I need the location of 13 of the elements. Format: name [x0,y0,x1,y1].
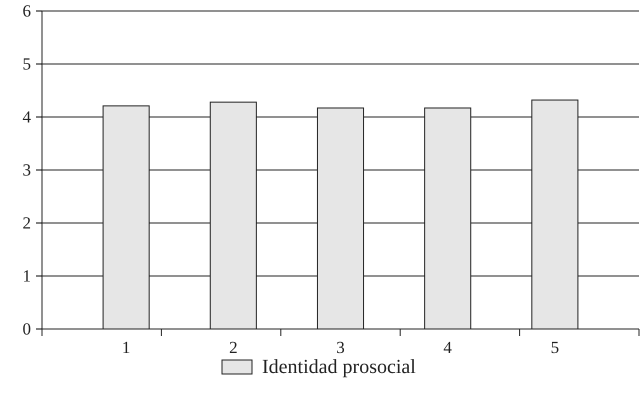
x-tick-label: 4 [443,338,452,357]
y-tick-label: 5 [22,54,31,74]
y-tick-label: 1 [22,266,31,286]
x-tick-label: 2 [229,338,238,357]
y-tick-label: 0 [22,319,31,338]
y-tick-label: 3 [22,160,31,180]
y-tick-label: 6 [22,1,31,20]
x-tick-label: 1 [122,338,130,357]
legend-label: Identidad prosocial [262,356,416,378]
x-tick-label: 3 [336,338,345,357]
x-tick-label: 5 [550,338,560,357]
y-tick-label: 4 [22,107,32,126]
y-tick-label: 2 [22,213,31,232]
